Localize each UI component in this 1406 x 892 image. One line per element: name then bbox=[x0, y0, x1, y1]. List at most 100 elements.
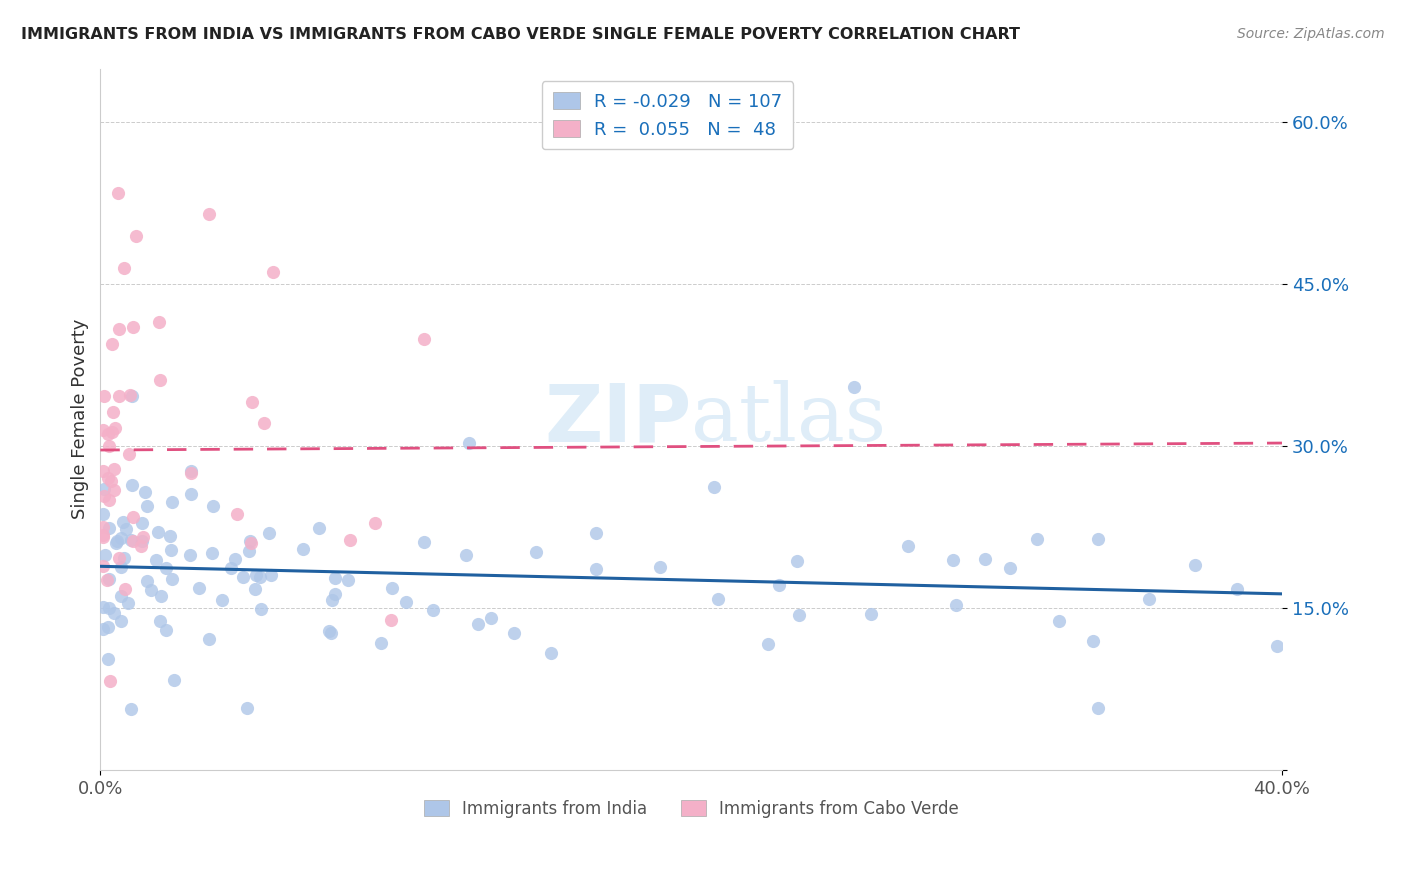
Point bbox=[110, 614, 132, 628]
Point bbox=[318, 624, 340, 638]
Text: atlas: atlas bbox=[692, 380, 886, 458]
Point bbox=[122, 320, 145, 334]
Point bbox=[114, 582, 136, 596]
Legend: Immigrants from India, Immigrants from Cabo Verde: Immigrants from India, Immigrants from C… bbox=[418, 794, 966, 825]
Point bbox=[503, 625, 526, 640]
Point bbox=[121, 478, 143, 492]
Point bbox=[91, 520, 114, 534]
Point bbox=[149, 614, 172, 628]
Point bbox=[107, 186, 129, 200]
Point bbox=[103, 606, 125, 620]
Point bbox=[198, 207, 221, 221]
Point bbox=[201, 546, 224, 560]
Point bbox=[319, 626, 342, 640]
Point bbox=[467, 617, 489, 632]
Point bbox=[232, 570, 254, 584]
Point bbox=[253, 416, 276, 430]
Point bbox=[110, 560, 132, 574]
Point bbox=[122, 510, 145, 524]
Point bbox=[103, 461, 125, 475]
Point bbox=[973, 552, 995, 566]
Point bbox=[101, 425, 124, 440]
Point bbox=[842, 380, 865, 394]
Point bbox=[121, 389, 143, 403]
Point bbox=[97, 493, 120, 508]
Point bbox=[91, 558, 114, 573]
Point bbox=[117, 596, 139, 610]
Point bbox=[540, 646, 562, 660]
Point bbox=[197, 632, 219, 646]
Point bbox=[180, 464, 202, 478]
Point bbox=[91, 424, 114, 438]
Point bbox=[136, 500, 159, 514]
Point bbox=[91, 507, 114, 521]
Point bbox=[97, 439, 120, 453]
Point bbox=[1265, 639, 1288, 653]
Point bbox=[1137, 592, 1160, 607]
Point bbox=[756, 637, 779, 651]
Point bbox=[110, 531, 132, 545]
Point bbox=[91, 622, 114, 636]
Point bbox=[188, 581, 211, 595]
Point bbox=[179, 548, 201, 562]
Point bbox=[149, 373, 172, 387]
Point bbox=[245, 568, 267, 582]
Point bbox=[703, 480, 725, 494]
Point bbox=[308, 521, 330, 535]
Point bbox=[146, 524, 169, 539]
Point bbox=[524, 545, 547, 559]
Point bbox=[160, 495, 183, 509]
Point bbox=[412, 332, 434, 346]
Point bbox=[97, 620, 120, 634]
Point bbox=[98, 572, 121, 586]
Point bbox=[91, 464, 114, 478]
Point bbox=[364, 516, 387, 531]
Point bbox=[91, 599, 114, 614]
Point bbox=[111, 515, 134, 529]
Point bbox=[239, 536, 262, 550]
Point bbox=[134, 485, 156, 500]
Point bbox=[942, 552, 965, 566]
Text: Source: ZipAtlas.com: Source: ZipAtlas.com bbox=[1237, 27, 1385, 41]
Point bbox=[456, 548, 478, 562]
Point bbox=[118, 447, 141, 461]
Point bbox=[129, 539, 152, 553]
Point bbox=[259, 525, 281, 540]
Point bbox=[96, 652, 118, 666]
Point bbox=[98, 673, 121, 688]
Point bbox=[707, 591, 730, 606]
Point bbox=[91, 530, 114, 544]
Y-axis label: Single Female Poverty: Single Female Poverty bbox=[72, 319, 89, 519]
Point bbox=[93, 483, 115, 497]
Point bbox=[131, 516, 153, 530]
Point bbox=[148, 315, 170, 329]
Text: IMMIGRANTS FROM INDIA VS IMMIGRANTS FROM CABO VERDE SINGLE FEMALE POVERTY CORREL: IMMIGRANTS FROM INDIA VS IMMIGRANTS FROM… bbox=[21, 27, 1021, 42]
Point bbox=[105, 533, 128, 548]
Point bbox=[1026, 532, 1049, 546]
Point bbox=[93, 548, 115, 562]
Point bbox=[897, 540, 920, 554]
Point bbox=[262, 265, 284, 279]
Point bbox=[225, 507, 247, 521]
Point bbox=[131, 534, 153, 549]
Point bbox=[479, 611, 502, 625]
Point bbox=[768, 578, 790, 592]
Point bbox=[93, 489, 115, 503]
Point bbox=[412, 535, 434, 549]
Point bbox=[145, 553, 167, 567]
Point bbox=[381, 581, 404, 595]
Point bbox=[585, 526, 607, 541]
Point bbox=[238, 544, 260, 558]
Point bbox=[321, 593, 343, 607]
Point bbox=[240, 395, 263, 409]
Point bbox=[1083, 634, 1105, 648]
Point bbox=[107, 550, 129, 565]
Point bbox=[112, 550, 135, 565]
Point bbox=[155, 561, 177, 575]
Point bbox=[323, 587, 346, 601]
Point bbox=[97, 426, 120, 441]
Point bbox=[201, 499, 224, 513]
Point bbox=[323, 572, 346, 586]
Point bbox=[180, 487, 202, 501]
Point bbox=[243, 582, 266, 597]
